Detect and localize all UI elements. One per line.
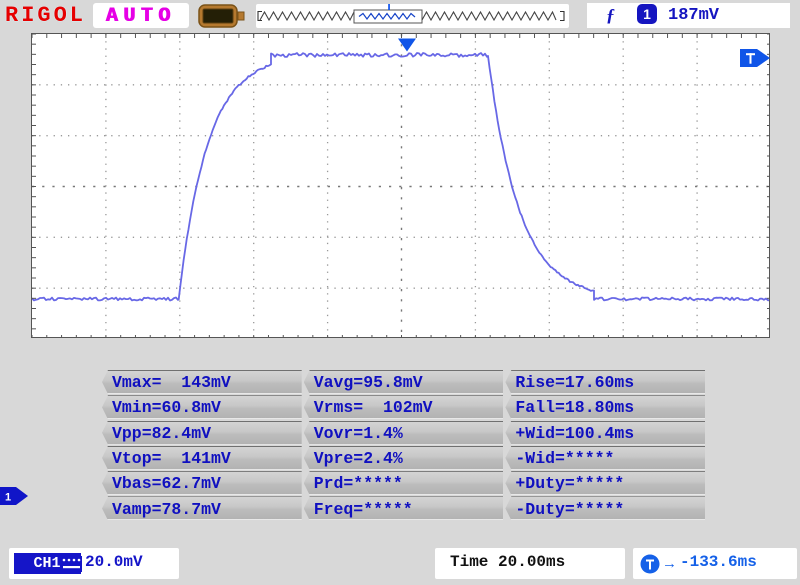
svg-text:T: T <box>385 4 393 13</box>
svg-text:1: 1 <box>5 492 11 504</box>
